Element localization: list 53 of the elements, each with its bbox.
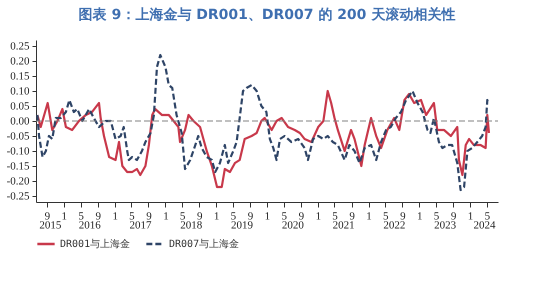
text: 2020 — [282, 220, 304, 232]
x-tick-label: 9 — [44, 210, 51, 222]
y-tick-label: -0.15 — [6, 160, 30, 172]
x-tick-label: 1 — [112, 210, 118, 222]
x-tick-label: 1 — [316, 210, 322, 222]
text: 2024 — [473, 220, 496, 232]
x-tick-label: 1 — [214, 210, 220, 222]
x-tick-label: 1 — [468, 210, 474, 222]
x-tick-label: 5 — [282, 210, 288, 222]
x-tick-label: 9 — [400, 210, 406, 222]
x-tick-label: 5 — [434, 210, 440, 222]
x-tick-label: 1 — [264, 210, 270, 222]
x-tick-label: 5 — [180, 210, 186, 222]
text: 2023 — [434, 220, 457, 232]
y-tick-label: 0.10 — [10, 86, 30, 98]
x-tick-label: 5 — [129, 210, 136, 222]
x-tick-label: 9 — [349, 210, 356, 222]
x-tick-label: 1 — [366, 210, 372, 222]
chart-title: 图表 9：上海金与 DR001、DR007 的 200 天滚动相关性 — [78, 6, 456, 23]
text: 2017 — [129, 220, 152, 232]
text: 2015 — [39, 220, 62, 232]
y-tick-label: 0.00 — [10, 116, 30, 128]
text: 2016 — [78, 220, 102, 232]
x-tick-label: 5 — [230, 210, 237, 222]
legend-label: DR001与上海金 — [60, 238, 130, 250]
y-tick-label: 0.20 — [10, 56, 30, 68]
line-series — [36, 90, 490, 188]
legend-label: DR007与上海金 — [169, 238, 240, 250]
text: 2018 — [180, 220, 203, 232]
text: 2019 — [230, 220, 254, 232]
y-tick-label: 0.15 — [10, 70, 30, 82]
text: 2022 — [383, 220, 406, 232]
x-tick-label: 9 — [450, 210, 457, 222]
x-tick-label: 5 — [484, 210, 491, 222]
y-tick-label: -0.25 — [6, 190, 30, 202]
x-tick-label: 9 — [298, 210, 305, 222]
x-tick-label: 5 — [382, 210, 389, 222]
x-tick-label: 9 — [95, 210, 102, 222]
y-tick-label: -0.05 — [6, 130, 30, 142]
y-tick-label: -0.20 — [6, 176, 30, 188]
y-tick-label: 0.05 — [10, 100, 30, 112]
x-tick-label: 9 — [248, 210, 254, 222]
x-tick-label: 1 — [62, 210, 68, 222]
x-tick-label: 1 — [417, 210, 423, 222]
text: 2021 — [332, 220, 355, 232]
line-series — [36, 54, 490, 192]
x-tick-label: 1 — [163, 210, 169, 222]
y-tick-label: 0.25 — [10, 40, 30, 52]
x-tick-label: 5 — [332, 210, 338, 222]
x-tick-label: 9 — [146, 210, 152, 222]
x-tick-label: 9 — [196, 210, 203, 222]
x-tick-label: 5 — [78, 210, 84, 222]
y-tick-label: -0.10 — [6, 146, 30, 158]
